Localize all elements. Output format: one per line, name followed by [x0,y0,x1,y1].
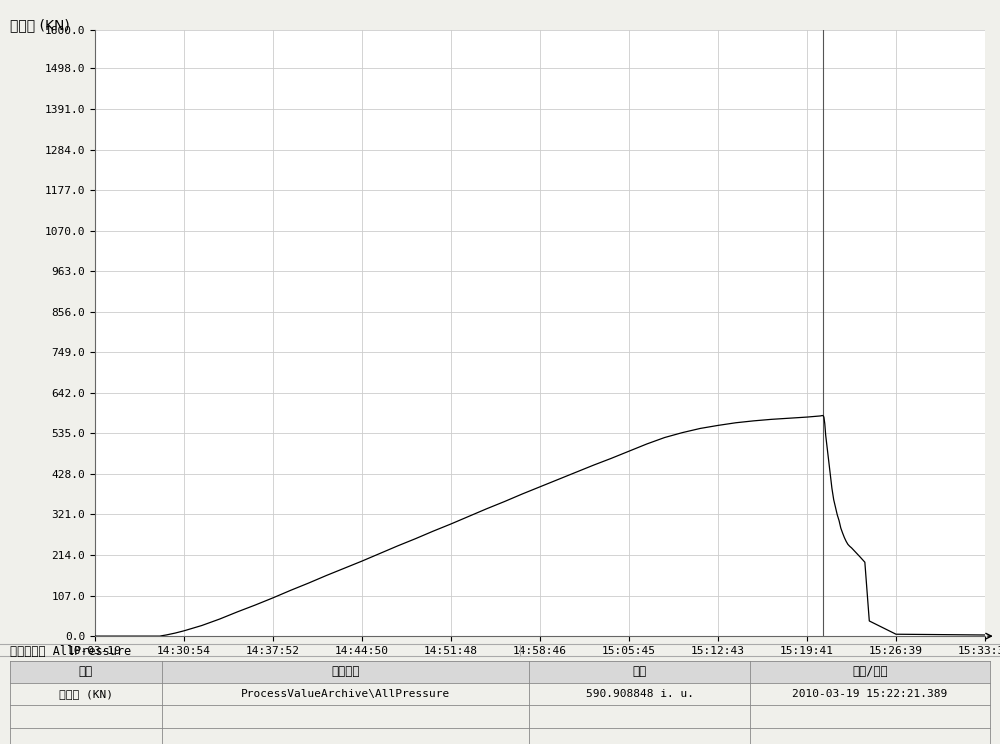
Text: 趋势在前景 AllPressure: 趋势在前景 AllPressure [10,645,131,658]
Text: 压力値 (KN): 压力値 (KN) [59,689,113,699]
Text: 数値: 数値 [633,665,647,679]
Text: ProcessValueArchive\AllPressure: ProcessValueArchive\AllPressure [241,689,450,699]
Text: 日期/时间: 日期/时间 [852,665,888,679]
Text: 2010-03-19 15:22:21.389: 2010-03-19 15:22:21.389 [792,689,948,699]
Text: 趋势: 趋势 [79,665,93,679]
Text: 压力値 (KN): 压力値 (KN) [10,19,70,33]
Text: 变量连接: 变量连接 [331,665,360,679]
Text: 590.908848 i. u.: 590.908848 i. u. [586,689,694,699]
